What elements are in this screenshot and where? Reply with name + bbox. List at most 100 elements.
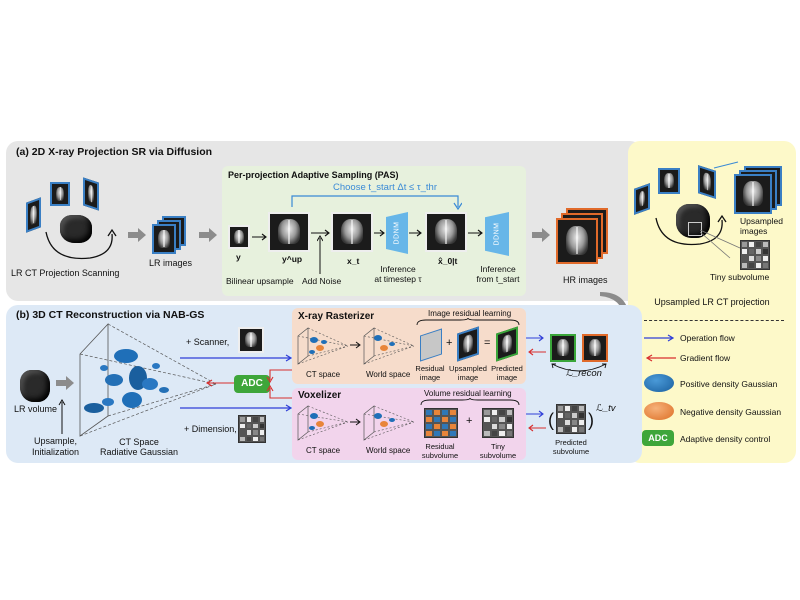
positive-gaussian-icon <box>644 374 674 392</box>
ct-space-radiative-gaussian <box>79 322 217 437</box>
yup-image <box>268 212 310 252</box>
inference-timestep-line2: at timestep τ <box>374 274 422 284</box>
recon-predicted-image <box>550 334 576 362</box>
inference-tstart-line1: Inference <box>480 264 516 274</box>
tiny-subvolume-center <box>482 408 514 438</box>
upsample-init-arrow <box>58 399 66 434</box>
x0-image <box>425 212 467 252</box>
yup-label: y^up <box>282 254 303 264</box>
scan-projection-3 <box>83 177 99 211</box>
gradient-flow-icon <box>645 354 676 362</box>
noise-input-arrow <box>317 235 323 274</box>
dimension-subvolume <box>238 415 266 443</box>
tiny-subvolume-line1: Tiny <box>491 442 505 451</box>
rasterizer-world-space <box>363 327 415 365</box>
arrow-to-xt <box>311 229 330 237</box>
residual-subvolume-line2: subvolume <box>421 451 459 460</box>
y-label: y <box>236 252 241 262</box>
legend-divider <box>644 320 784 321</box>
arrow-to-yup <box>252 233 267 241</box>
residual-image-line1: Residual <box>415 364 445 373</box>
y-image <box>228 225 250 249</box>
choose-feedback-arrow <box>291 195 462 211</box>
voxelizer-world-space-label: World space <box>366 446 411 455</box>
ddnm-block-1: DDNM <box>386 212 408 254</box>
rasterizer-arrow-1 <box>350 341 361 349</box>
gray-arrow-icon <box>532 228 550 242</box>
legend-positive-gaussian: Positive density Gaussian <box>680 379 778 389</box>
legend-adaptive-density: Adaptive density control <box>680 434 771 444</box>
hr-images-label: HR images <box>563 275 608 285</box>
tv-paren-right: ) <box>588 410 594 430</box>
voxelizer-ct-space <box>297 405 349 441</box>
lr-volume-label: LR volume <box>14 404 58 414</box>
predicted-subvolume-line2: subvolume <box>552 447 590 456</box>
equals-sign: = <box>484 337 491 349</box>
xray-rasterizer-panel <box>292 308 526 384</box>
xray-rasterizer-title: X-ray Rasterizer <box>298 311 375 322</box>
right-panel-caption: Upsampled LR CT projection <box>654 297 770 307</box>
voxelizer-ct-space-label: CT space <box>306 446 341 455</box>
rasterizer-world-space-label: World space <box>366 370 411 379</box>
recon-loss-arc <box>551 363 607 372</box>
legend-operation-flow: Operation flow <box>680 333 735 343</box>
recon-hr-image <box>582 334 608 362</box>
loss-recon-label: ℒ_recon <box>566 368 602 379</box>
ct-space-line2: Radiative Gaussian <box>99 447 179 457</box>
gray-arrow-icon <box>56 376 74 390</box>
panel-b-title: (b) 3D CT Reconstruction via NAB-GS <box>16 309 205 321</box>
x0-label: x̂_0|t <box>438 256 458 266</box>
volume-residual-brace <box>420 398 520 406</box>
inference-tstart-line2: from t_start <box>476 274 520 284</box>
ct-space-line1: CT Space <box>119 437 159 447</box>
arrow-to-ddnm1 <box>374 229 385 237</box>
image-residual-label: Image residual learning <box>428 309 512 318</box>
ddnm-block-2: DDNM <box>485 212 509 256</box>
operation-flow-icon <box>644 334 675 342</box>
upsample-line2: Initialization <box>32 447 80 457</box>
inference-timestep-line1: Inference <box>380 264 416 274</box>
add-noise-label: Add Noise <box>302 276 342 286</box>
upsampled-image-line1: Upsampled <box>449 364 487 373</box>
voxelizer-title: Voxelizer <box>298 390 342 401</box>
tv-paren-left: ( <box>548 410 554 430</box>
tiny-subvolume-label: Tiny subvolume <box>710 272 770 282</box>
legend-gradient-flow: Gradient flow <box>680 353 731 363</box>
loss-tv-label: ℒ_tv <box>596 403 616 414</box>
lr-images-label: LR images <box>149 258 193 268</box>
lr-volume-icon <box>20 370 50 402</box>
plus-sign-1: + <box>446 337 453 349</box>
bilinear-upsample-label: Bilinear upsample <box>226 276 294 286</box>
arrow-to-ddnm2 <box>468 229 483 237</box>
volume-residual-label: Volume residual learning <box>424 389 512 398</box>
upsample-line1: Upsample, <box>34 436 78 446</box>
dimension-label: + Dimension, <box>184 424 237 434</box>
scanner-label: + Scanner, <box>186 337 230 347</box>
upsampled-images-line1: Upsampled <box>740 216 783 226</box>
panel-a-title: (a) 2D X-ray Projection SR via Diffusion <box>16 146 213 158</box>
rasterizer-ct-space-label: CT space <box>306 370 341 379</box>
xt-label: x_t <box>347 256 360 266</box>
upsampled-images-line2: images <box>740 226 768 236</box>
subvolume-selector-box <box>688 222 702 236</box>
lr-scan-label: LR CT Projection Scanning <box>11 268 120 278</box>
right-rotation-arrow-icon <box>655 214 727 246</box>
plus-sign-2: + <box>466 415 473 427</box>
xt-image <box>331 212 373 252</box>
legend-negative-gaussian: Negative density Gaussian <box>680 407 782 417</box>
pas-title: Per-projection Adaptive Sampling (PAS) <box>228 170 399 180</box>
recon-flow-arrows <box>526 334 546 356</box>
gray-arrow-icon <box>199 228 217 242</box>
voxelizer-world-space <box>363 405 415 441</box>
upsampled-projection-2 <box>658 168 680 194</box>
predicted-subvolume <box>556 404 586 434</box>
main-flow-arrows <box>180 354 293 412</box>
highlight-lines <box>700 161 741 259</box>
predicted-image-line2: image <box>496 373 518 382</box>
upsampled-image-line2: image <box>457 373 479 382</box>
residual-image-line2: image <box>419 373 441 382</box>
adc-legend-badge: ADC <box>642 430 674 446</box>
adc-block: ADC <box>234 375 270 393</box>
rotation-arrow-icon <box>45 228 117 260</box>
scan-projection-2 <box>50 182 70 206</box>
